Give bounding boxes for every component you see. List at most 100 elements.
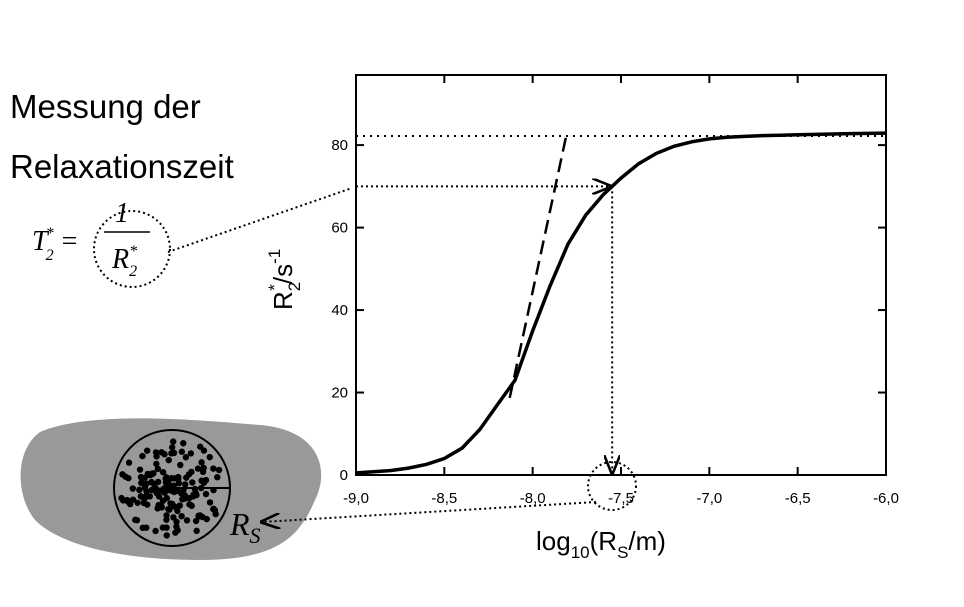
y-tick-label: 20 — [331, 385, 348, 402]
particle — [210, 505, 217, 513]
label-part: 2 — [285, 282, 304, 291]
formula-part: * — [46, 225, 54, 242]
particle — [195, 512, 202, 519]
link-arrow — [262, 501, 597, 522]
label-part: R — [229, 506, 250, 542]
particle — [173, 523, 180, 530]
particle — [137, 473, 145, 481]
particle — [175, 473, 182, 481]
particle — [165, 505, 172, 513]
particle — [163, 516, 170, 523]
particle — [203, 515, 210, 523]
particle — [185, 471, 193, 478]
particle — [212, 510, 219, 518]
particle — [163, 495, 171, 502]
series-line — [508, 135, 568, 399]
particle — [152, 449, 160, 456]
label-part: R — [268, 291, 298, 310]
particle — [198, 459, 205, 466]
particle — [168, 450, 175, 457]
x-tick-label: -7,5 — [608, 490, 634, 507]
label-part: * — [265, 284, 284, 291]
formula-part: * — [129, 243, 137, 260]
particle — [153, 460, 160, 468]
particle — [144, 501, 151, 508]
particle — [141, 484, 149, 491]
particle — [169, 485, 176, 492]
particle — [169, 438, 177, 445]
particle — [181, 481, 189, 488]
particle — [183, 517, 191, 524]
formula: T* 2 = — [32, 225, 77, 264]
series-line — [355, 131, 887, 475]
formula-part: T — [32, 226, 50, 257]
particle — [165, 456, 172, 464]
particle — [210, 465, 217, 472]
label-part: (R — [590, 526, 617, 556]
particle — [139, 452, 146, 460]
annotation: Relaxationszeit — [10, 148, 234, 185]
particle — [136, 486, 143, 494]
label-part: -1 — [265, 249, 284, 264]
annotation: Messung der — [10, 88, 201, 125]
particle — [157, 502, 165, 510]
highlight-circle — [587, 461, 637, 511]
particle — [154, 465, 162, 473]
particle — [176, 502, 184, 509]
particle — [170, 514, 177, 521]
particle — [177, 461, 184, 469]
particle — [163, 532, 170, 539]
particle — [163, 524, 170, 531]
label-part: /m) — [628, 526, 666, 556]
particle — [143, 447, 151, 454]
y-tick-label: 0 — [340, 467, 348, 484]
particle — [119, 471, 126, 478]
particle — [129, 496, 137, 503]
particle — [202, 490, 210, 498]
x-tick-label: -8,0 — [520, 490, 546, 507]
particle — [173, 518, 180, 525]
particle — [202, 476, 210, 484]
particle — [152, 527, 159, 535]
particle — [150, 470, 157, 477]
particle — [129, 485, 136, 492]
particle — [198, 484, 205, 492]
particle — [214, 473, 221, 481]
particle — [206, 499, 214, 506]
particle — [155, 493, 163, 500]
particle — [178, 448, 186, 455]
x-tick-label: -6,0 — [873, 490, 899, 507]
particle — [178, 512, 185, 520]
particle — [189, 479, 196, 486]
particle — [199, 468, 207, 476]
particle — [187, 450, 195, 457]
particle — [159, 469, 167, 476]
particle — [146, 493, 154, 500]
particle — [138, 479, 145, 487]
particle — [161, 451, 168, 458]
formula-num: 1 — [115, 198, 129, 229]
formula-den: R* 2 — [111, 243, 137, 280]
particle — [215, 466, 223, 474]
particle — [162, 479, 170, 486]
particle — [134, 499, 141, 506]
y-axis-label: R2*/s-1 — [265, 249, 304, 310]
label-part: 10 — [571, 543, 590, 562]
particle — [182, 454, 190, 461]
particle — [180, 440, 187, 447]
y-tick-label: 80 — [331, 137, 348, 154]
formula-part: 2 — [46, 247, 54, 264]
particle — [206, 453, 213, 461]
tissue-diagram — [20, 187, 637, 560]
particle — [148, 486, 156, 494]
highlight-circle — [93, 210, 171, 288]
particle — [175, 480, 183, 487]
link-arrow — [167, 187, 353, 253]
x-tick-label: -8,5 — [431, 490, 457, 507]
particle — [124, 498, 132, 505]
label-part: /s — [268, 264, 298, 284]
y-tick-label: 40 — [331, 302, 348, 319]
particle — [210, 486, 217, 494]
particle — [168, 444, 176, 451]
